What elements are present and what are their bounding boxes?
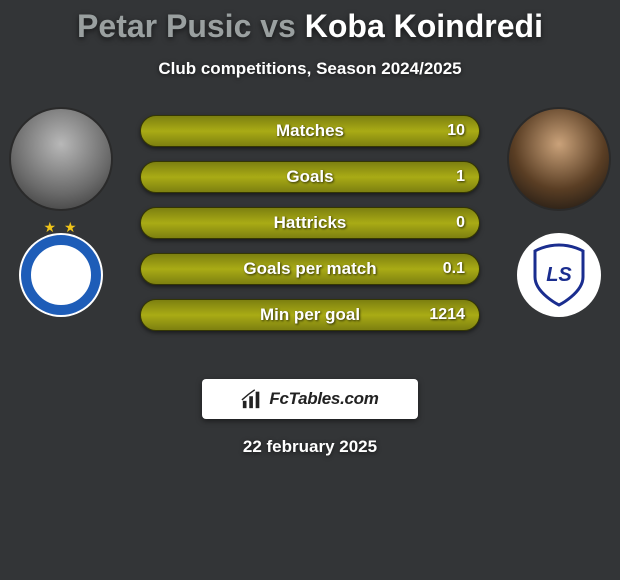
subtitle: Club competitions, Season 2024/2025 [0, 59, 620, 79]
right-column: LS [504, 115, 614, 317]
player-b-club-badge: LS [517, 233, 601, 317]
player-a-club-badge [19, 233, 103, 317]
player-b-photo [507, 107, 611, 211]
stat-value: 1 [456, 162, 465, 192]
vs-text: vs [260, 8, 296, 44]
stat-label: Matches [141, 116, 479, 146]
brand-text: FcTables.com [269, 389, 378, 409]
stat-bar-hattricks: Hattricks 0 [140, 207, 480, 239]
player-a-name: Petar Pusic [77, 8, 251, 44]
stat-bars: Matches 10 Goals 1 Hattricks 0 Goals per… [140, 115, 480, 345]
stat-bar-min-per-goal: Min per goal 1214 [140, 299, 480, 331]
stat-bar-goals-per-match: Goals per match 0.1 [140, 253, 480, 285]
stat-value: 10 [447, 116, 465, 146]
player-b-name: Koba Koindredi [305, 8, 543, 44]
date-text: 22 february 2025 [0, 437, 620, 457]
stat-value: 1214 [429, 300, 465, 330]
stat-value: 0 [456, 208, 465, 238]
brand-box: FcTables.com [202, 379, 418, 419]
stat-bar-goals: Goals 1 [140, 161, 480, 193]
svg-text:LS: LS [546, 264, 572, 286]
comparison-content: Matches 10 Goals 1 Hattricks 0 Goals per… [0, 115, 620, 365]
player-a-photo [9, 107, 113, 211]
stat-value: 0.1 [443, 254, 465, 284]
lausanne-badge-icon: LS [527, 243, 591, 307]
left-column [6, 115, 116, 317]
comparison-title: Petar Pusic vs Koba Koindredi [0, 0, 620, 45]
stat-label: Goals per match [141, 254, 479, 284]
stat-label: Hattricks [141, 208, 479, 238]
stat-label: Goals [141, 162, 479, 192]
bar-chart-icon [241, 388, 263, 410]
stat-bar-matches: Matches 10 [140, 115, 480, 147]
